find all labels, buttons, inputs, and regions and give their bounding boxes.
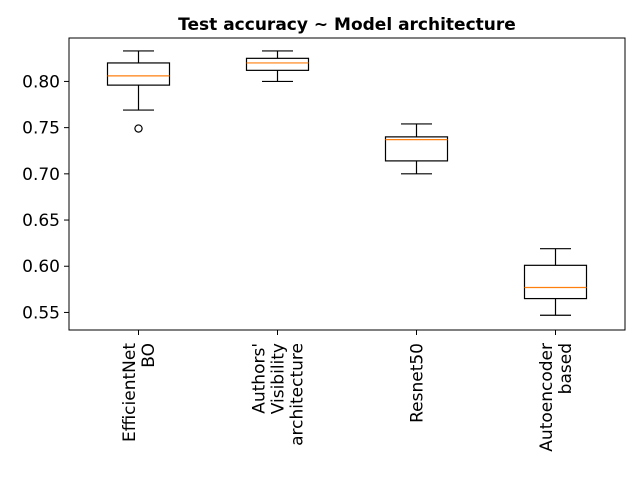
y-tick-label: 0.55: [22, 303, 60, 323]
box: [384, 136, 449, 162]
y-tick-label: 0.60: [22, 257, 60, 277]
y-tick-label: 0.65: [22, 211, 60, 231]
y-tick-label: 0.75: [22, 119, 60, 139]
axes-frame: [68, 37, 626, 331]
plot-area: 0.55 0.60 0.65 0.70 0.75 0.80 EfficientNet BO Au…: [22, 37, 626, 452]
box: [523, 264, 588, 300]
outlier-point: [134, 124, 143, 133]
x-category-label: Resnet50: [408, 343, 428, 423]
x-category-label: Visibility: [269, 343, 289, 414]
x-category-label: Autoencoder: [537, 343, 557, 452]
box: [245, 57, 310, 71]
x-category-label: BO: [139, 343, 159, 368]
x-category-label: EfficientNet: [120, 343, 140, 442]
chart-title: Test accuracy ~ Model architecture: [178, 15, 516, 35]
x-category-label: architecture: [288, 343, 308, 446]
y-tick-label: 0.80: [22, 72, 60, 92]
x-category-label: Authors': [250, 343, 270, 414]
y-tick-label: 0.70: [22, 165, 60, 185]
box: [106, 62, 171, 86]
x-category-label: based: [556, 343, 576, 394]
